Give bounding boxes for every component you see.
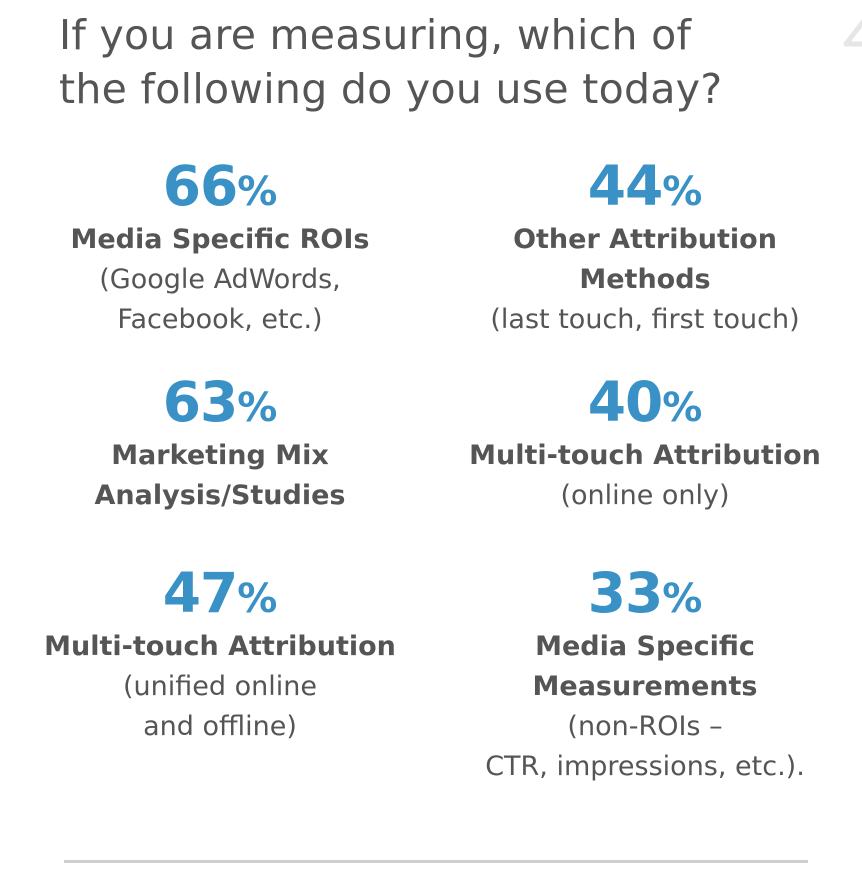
stat-label: Media Specific [535, 631, 755, 662]
stat-label: Methods [579, 264, 711, 295]
stat-other-attribution-methods: 44% Other Attribution Methods (last touc… [430, 158, 860, 340]
stat-label: Marketing Mix [111, 440, 329, 471]
stat-note: and offline) [143, 711, 297, 742]
stat-label: Other Attribution [513, 224, 777, 255]
stat-percentage: 40% [587, 370, 703, 434]
stat-percentage: 33% [587, 561, 703, 625]
stat-note: (Google AdWords, [99, 264, 341, 295]
stat-label: Multi-touch Attribution [44, 631, 396, 662]
stat-note: (online only) [560, 480, 730, 511]
stat-marketing-mix-analysis: 63% Marketing Mix Analysis/Studies [30, 374, 410, 516]
stat-note: (last touch, first touch) [490, 304, 800, 335]
corner-logo-fragment-icon [843, 19, 862, 47]
stat-multi-touch-unified: 47% Multi-touch Attribution (unified onl… [20, 565, 420, 747]
stat-percentage: 63% [162, 370, 278, 434]
stat-note: Facebook, etc.) [117, 304, 323, 335]
page-title: If you are measuring, which of the follo… [59, 8, 819, 116]
stat-multi-touch-online: 40% Multi-touch Attribution (online only… [430, 374, 860, 516]
stat-media-specific-rois: 66% Media Specific ROIs (Google AdWords,… [30, 158, 410, 340]
title-line-2: the following do you use today? [59, 65, 723, 113]
stat-media-specific-measurements: 33% Media Specific Measurements (non-ROI… [430, 565, 860, 787]
stat-percentage: 66% [162, 154, 278, 218]
stat-note: (unified online [123, 671, 317, 702]
stat-note: (non-ROIs – [567, 711, 723, 742]
stat-note: CTR, impressions, etc.). [485, 751, 805, 782]
stat-label: Multi-touch Attribution [469, 440, 821, 471]
stat-percentage: 44% [587, 154, 703, 218]
title-line-1: If you are measuring, which of [59, 11, 692, 59]
stat-label: Media Specific ROIs [70, 224, 370, 255]
stat-percentage: 47% [162, 561, 278, 625]
stat-label: Measurements [532, 671, 758, 702]
bottom-divider [64, 860, 808, 863]
stat-label: Analysis/Studies [94, 480, 346, 511]
